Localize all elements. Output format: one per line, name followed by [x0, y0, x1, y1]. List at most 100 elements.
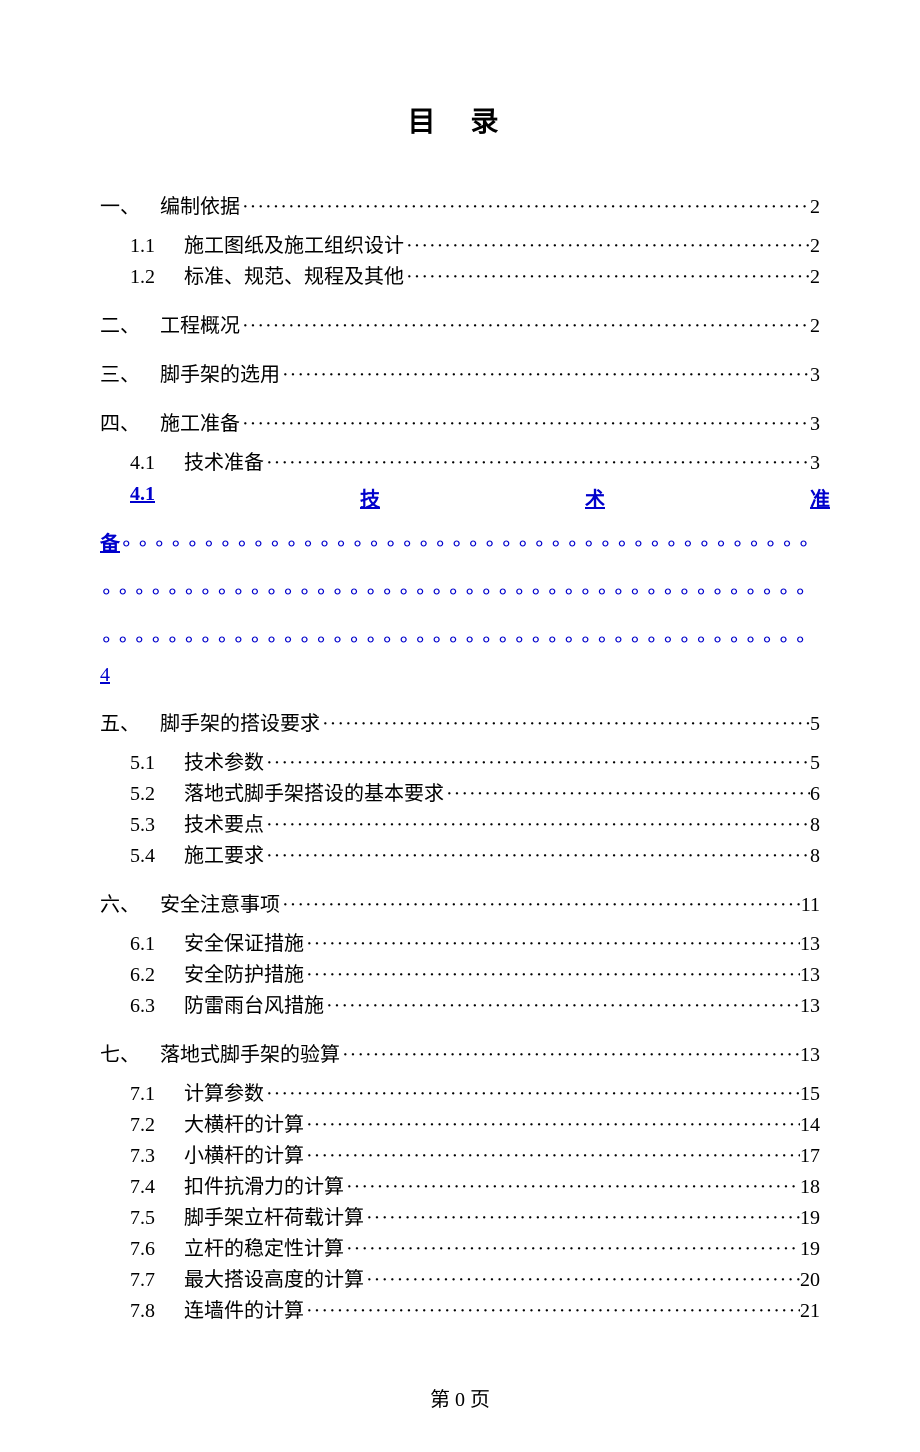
toc-sub-label: 技术准备 — [184, 446, 264, 475]
toc-page-number: 14 — [800, 1114, 820, 1137]
toc-page-number: 13 — [800, 995, 820, 1018]
toc-page-number: 2 — [810, 315, 820, 338]
toc-main-number: 三、 — [100, 358, 160, 387]
toc-leader-dots: ········································… — [364, 1207, 800, 1230]
toc-page-number: 2 — [810, 196, 820, 219]
toc-page-number: 5 — [810, 752, 820, 775]
toc-main-number: 四、 — [100, 407, 160, 436]
toc-leader-dots: ········································… — [340, 1044, 800, 1067]
toc-page-number: 15 — [800, 1083, 820, 1106]
toc-sub-entry: 6.1安全保证措施·······························… — [130, 927, 820, 956]
toc-page-number: 2 — [810, 235, 820, 258]
toc-section-block: 一、编制依据··································… — [100, 190, 820, 289]
toc-leader-dots: ········································… — [240, 196, 810, 219]
toc-main-entry: 五、脚手架的搭设要求······························… — [100, 707, 820, 736]
toc-sub-number: 5.1 — [130, 752, 184, 775]
toc-section-block: 四、施工准备 ··································… — [100, 407, 820, 475]
toc-main-entry: 一、编制依据··································… — [100, 190, 820, 219]
toc-leader-dots: ········································… — [344, 1176, 800, 1199]
toc-sub-entry: 5.3技术要点·································… — [130, 808, 820, 837]
toc-leader-dots: ········································… — [264, 452, 810, 475]
toc-sub-number: 4.1 — [130, 452, 184, 475]
toc-sub-label: 脚手架立杆荷载计算 — [184, 1201, 364, 1230]
toc-sub-number: 6.1 — [130, 933, 184, 956]
toc-sub-number: 1.2 — [130, 266, 184, 289]
toc-leader-dots: ········································… — [264, 814, 810, 837]
toc-sub-number: 6.3 — [130, 995, 184, 1018]
toc-main-entry: 六、安全注意事项································… — [100, 888, 820, 917]
toc-page-number: 8 — [810, 845, 820, 868]
toc-section-block: 六、安全注意事项································… — [100, 888, 820, 1018]
toc-leader-dots: ········································… — [280, 894, 801, 917]
toc-page-number: 11 — [801, 894, 820, 917]
toc-hyperlink-char: 技 — [360, 483, 380, 512]
toc-hyperlink-entry[interactable]: 4.1技术准 — [130, 483, 820, 512]
toc-sub-entry: 5.4施工要求·································… — [130, 839, 820, 868]
toc-main-number: 五、 — [100, 707, 160, 736]
toc-leader-dots: ········································… — [444, 783, 810, 806]
toc-hyperlink-page[interactable]: 4 — [100, 664, 110, 686]
toc-sub-entry: 5.2落地式脚手架搭设的基本要求························… — [130, 777, 820, 806]
toc-page-number: 17 — [800, 1145, 820, 1168]
toc-main-label: 施工准备 — [160, 407, 240, 436]
toc-sub-entry: 7.2大横杆的计算·······························… — [130, 1108, 820, 1137]
toc-sub-number: 7.8 — [130, 1300, 184, 1323]
toc-sub-label: 扣件抗滑力的计算 — [184, 1170, 344, 1199]
toc-sub-number: 1.1 — [130, 235, 184, 258]
toc-hyperlink-char: 术 — [585, 483, 605, 512]
toc-hyperlink-number: 4.1 — [130, 483, 155, 512]
toc-page-number: 3 — [810, 413, 820, 436]
toc-sub-label: 施工要求 — [184, 839, 264, 868]
toc-main-label: 编制依据 — [160, 190, 240, 219]
toc-main-entry: 七、落地式脚手架的验算·····························… — [100, 1038, 820, 1067]
toc-page-number: 5 — [810, 713, 820, 736]
toc-page-number: 2 — [810, 266, 820, 289]
toc-sub-entry: 7.8连墙件的计算·······························… — [130, 1294, 820, 1323]
toc-main-label: 脚手架的选用 — [160, 358, 280, 387]
toc-page-number: 13 — [800, 964, 820, 987]
toc-section-block: 二、工程概况··································… — [100, 309, 820, 338]
toc-leader-dots: ········································… — [344, 1238, 800, 1261]
toc-main-entry: 二、工程概况··································… — [100, 309, 820, 338]
toc-page-number: 3 — [810, 452, 820, 475]
toc-hyperlink-dots: ∘∘∘∘∘∘∘∘∘∘∘∘∘∘∘∘∘∘∘∘∘∘∘∘∘∘∘∘∘∘∘∘∘∘∘∘∘∘∘∘… — [100, 533, 814, 651]
toc-hyperlink-char: 准 — [810, 483, 830, 512]
toc-main-number: 六、 — [100, 888, 160, 917]
toc-sub-label: 施工图纸及施工组织设计 — [184, 229, 404, 258]
toc-main-label: 脚手架的搭设要求 — [160, 707, 320, 736]
toc-page-number: 8 — [810, 814, 820, 837]
toc-title: 目 录 — [100, 100, 820, 140]
toc-main-entry: 三、脚手架的选用································… — [100, 358, 820, 387]
toc-page-number: 21 — [800, 1300, 820, 1323]
toc-sub-label: 标准、规范、规程及其他 — [184, 260, 404, 289]
toc-sub-number: 6.2 — [130, 964, 184, 987]
toc-leader-dots: ········································… — [320, 713, 810, 736]
toc-sub-number: 7.7 — [130, 1269, 184, 1292]
page-footer: 第 0 页 — [100, 1383, 820, 1412]
toc-main-number: 二、 — [100, 309, 160, 338]
toc-main-label: 落地式脚手架的验算 — [160, 1038, 340, 1067]
toc-hyperlink-line2[interactable]: 备 — [100, 533, 120, 555]
toc-main-label: 工程概况 — [160, 309, 240, 338]
toc-section-block: 七、落地式脚手架的验算·····························… — [100, 1038, 820, 1323]
toc-sub-entry: 6.2安全防护措施·······························… — [130, 958, 820, 987]
toc-sub-entry: 6.3防雷雨台风措施······························… — [130, 989, 820, 1018]
toc-sub-number: 7.1 — [130, 1083, 184, 1106]
toc-leader-dots: ········································… — [264, 752, 810, 775]
toc-leader-dots: ········································… — [404, 235, 810, 258]
toc-sub-label: 防雷雨台风措施 — [184, 989, 324, 1018]
toc-leader-dots: ········································… — [280, 364, 810, 387]
toc-leader-dots: ········································… — [364, 1269, 800, 1292]
toc-page-number: 19 — [800, 1207, 820, 1230]
toc-main-entry: 四、施工准备··································… — [100, 407, 820, 436]
toc-sub-entry: 5.1技术参数·································… — [130, 746, 820, 775]
toc-hyperlink-line1[interactable]: 4.1 技 术 准 — [130, 483, 830, 512]
toc-leader-dots: ········································… — [304, 1300, 800, 1323]
toc-page-number: 6 — [810, 783, 820, 806]
toc-sub-entry: 7.3小横杆的计算·······························… — [130, 1139, 820, 1168]
toc-sub-label: 连墙件的计算 — [184, 1294, 304, 1323]
toc-main-label: 安全注意事项 — [160, 888, 280, 917]
toc-leader-dots: ········································… — [264, 1083, 800, 1106]
toc-page-number: 19 — [800, 1238, 820, 1261]
toc-leader-dots: ········································… — [304, 1114, 800, 1137]
